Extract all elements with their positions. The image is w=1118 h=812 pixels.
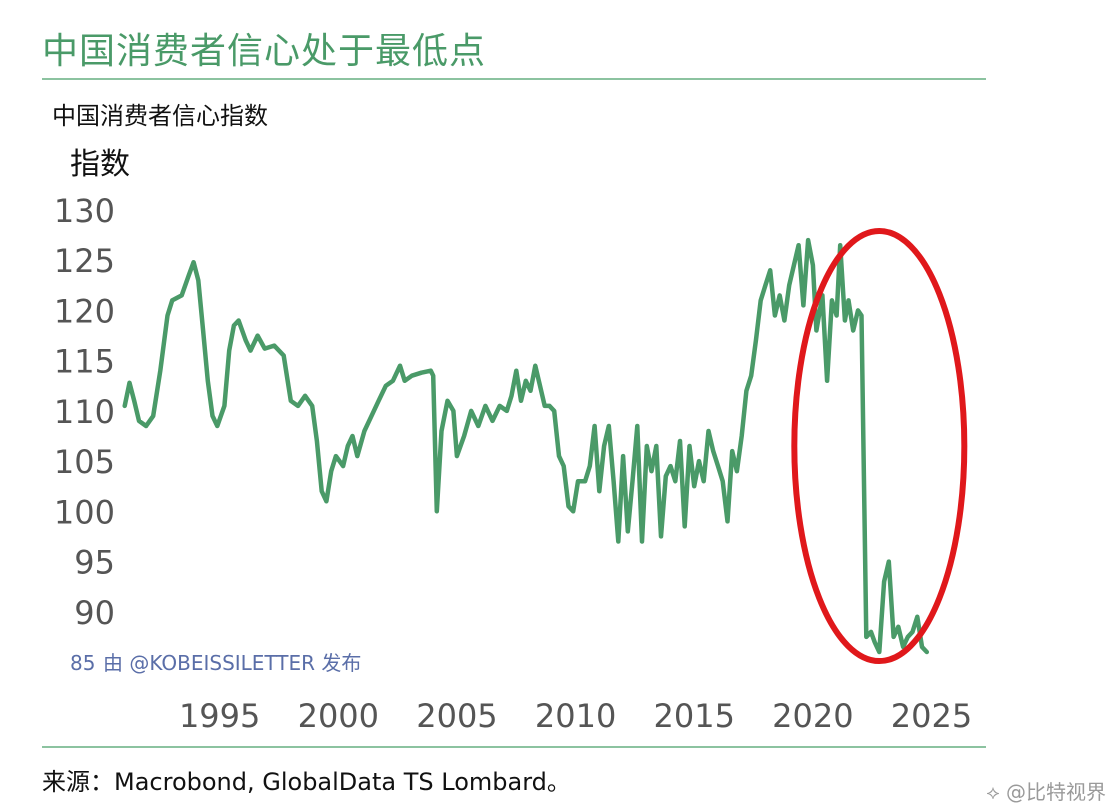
watermark: ⟡ @比特视界: [986, 780, 1106, 804]
x-tick-label: 2005: [416, 697, 497, 735]
x-tick-label: 2025: [891, 697, 972, 735]
x-tick-label: 2015: [654, 697, 735, 735]
y-axis-label: 指数: [70, 147, 130, 182]
y-tick-label: 105: [54, 443, 115, 481]
series-line: [122, 237, 930, 655]
y-tick-label: 90: [74, 594, 115, 632]
x-tick-label: 2000: [298, 697, 379, 735]
y-tick-label: 100: [54, 493, 115, 531]
y-tick-label: 125: [54, 242, 115, 280]
bottom-divider: [42, 746, 986, 748]
page-title: 中国消费者信心处于最低点: [42, 31, 487, 72]
y-axis-ticks: 130 125 120 115 110 105 100 95 90: [54, 192, 115, 632]
top-divider: [42, 78, 986, 80]
highlight-ellipse: [791, 228, 968, 665]
x-axis-ticks: 1995 2000 2005 2010 2015 2020 2025: [179, 697, 972, 735]
x-tick-label: 1995: [179, 697, 260, 735]
y-tick-label: 130: [54, 192, 115, 230]
x-tick-label: 2010: [535, 697, 616, 735]
y-85-annotation-row: 85 由 @KOBEISSILETTER 发布: [70, 651, 361, 675]
publisher-annotation: 由 @KOBEISSILETTER 发布: [103, 651, 361, 675]
y-tick-label: 120: [54, 292, 115, 330]
chart-title: 中国消费者信心指数: [52, 102, 268, 130]
y-tick-label: 95: [74, 544, 115, 582]
y-tick-label: 115: [54, 343, 115, 381]
source-note: 来源：Macrobond, GlobalData TS Lombard。: [42, 768, 571, 796]
x-tick-label: 2020: [772, 697, 853, 735]
y-tick-label: 110: [54, 393, 115, 431]
y-tick-label: 85: [70, 651, 95, 675]
